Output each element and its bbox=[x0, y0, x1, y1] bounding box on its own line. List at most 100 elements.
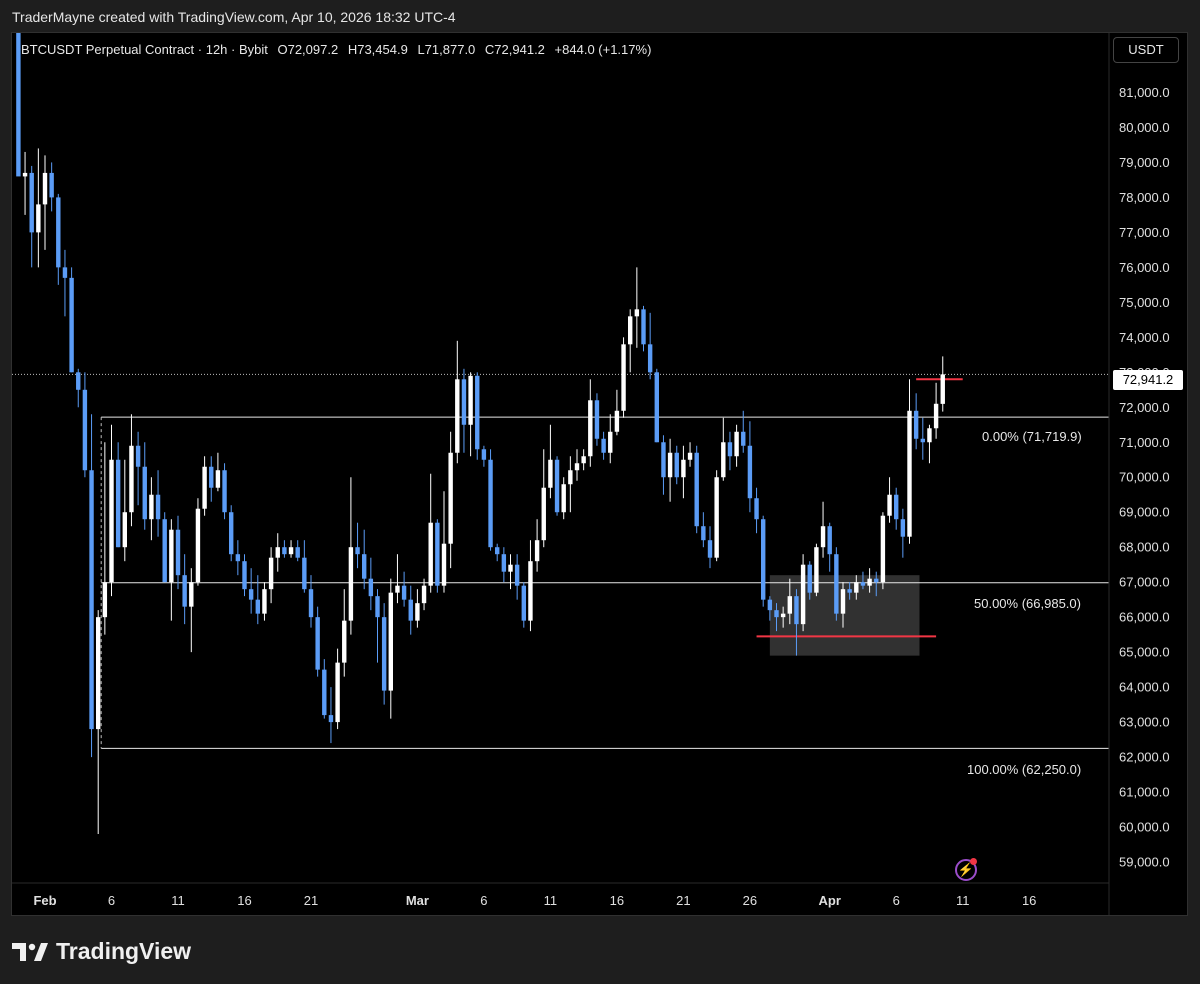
time-tick-label: 16 bbox=[237, 893, 251, 908]
candle-bear bbox=[488, 459, 493, 548]
price-tick-label: 66,000.0 bbox=[1119, 610, 1170, 625]
demand-zone bbox=[769, 575, 920, 656]
candle-bear bbox=[29, 172, 34, 233]
time-tick-label: 16 bbox=[610, 893, 624, 908]
candle-bear bbox=[514, 564, 520, 586]
price-tick-label: 76,000.0 bbox=[1119, 260, 1170, 275]
candle-bear bbox=[242, 561, 247, 590]
candle-bear bbox=[162, 519, 167, 583]
candle-bull bbox=[395, 585, 400, 593]
chart-frame[interactable]: 59,000.0 60,000.0 61,000.0 62,000.0 63,000.0… bbox=[11, 32, 1188, 916]
candle-bear bbox=[874, 578, 879, 583]
price-tick-label: 61,000.0 bbox=[1119, 785, 1170, 800]
candle-bull bbox=[428, 522, 433, 586]
currency-selector[interactable]: USDT bbox=[1113, 37, 1179, 63]
candle-bull bbox=[36, 204, 41, 233]
candle-bull bbox=[940, 374, 945, 404]
candle-bear bbox=[554, 459, 560, 513]
candle-bear bbox=[847, 589, 852, 593]
candle-bull bbox=[887, 494, 892, 516]
candle-bull bbox=[195, 508, 201, 583]
axis-layer: 59,000.0 60,000.0 61,000.0 62,000.0 63,000.0… bbox=[12, 33, 1170, 915]
candle-bear bbox=[16, 33, 21, 177]
candle-bull bbox=[96, 617, 101, 730]
candle-bull bbox=[342, 620, 347, 663]
candle-bull bbox=[614, 410, 620, 432]
candle-bear bbox=[255, 599, 260, 614]
candle-bull bbox=[441, 543, 447, 586]
price-tick-label: 77,000.0 bbox=[1119, 225, 1170, 240]
candle-bear bbox=[834, 554, 839, 614]
price-tick-label: 74,000.0 bbox=[1119, 330, 1170, 345]
candle-bull bbox=[681, 459, 686, 478]
candle-bull bbox=[508, 564, 513, 572]
candle-bull bbox=[202, 466, 207, 509]
candle-bear bbox=[282, 547, 287, 555]
candle-bear bbox=[754, 498, 759, 520]
candle-bear bbox=[295, 547, 300, 558]
lightning-icon[interactable]: ⚡ bbox=[955, 859, 977, 881]
price-tick-label: 78,000.0 bbox=[1119, 190, 1170, 205]
price-tick-label: 60,000.0 bbox=[1119, 820, 1170, 835]
candle-bear bbox=[707, 540, 713, 558]
candle-bear bbox=[435, 522, 440, 586]
candle-bull bbox=[854, 582, 859, 593]
price-chart[interactable]: 59,000.0 60,000.0 61,000.0 62,000.0 63,000.0… bbox=[12, 33, 1187, 915]
candle-bull bbox=[687, 452, 693, 460]
candle-bull bbox=[348, 547, 354, 621]
candle-bull bbox=[275, 547, 280, 558]
time-tick-label: Feb bbox=[33, 893, 56, 908]
price-tick-label: 70,000.0 bbox=[1119, 470, 1170, 485]
price-tick-label: 75,000.0 bbox=[1119, 295, 1170, 310]
time-tick-label: 26 bbox=[743, 893, 757, 908]
candle-bear bbox=[322, 669, 327, 716]
candle-bear bbox=[62, 267, 68, 278]
time-tick-label: 11 bbox=[544, 893, 558, 908]
close-value: C72,941.2 bbox=[484, 42, 545, 57]
annotation-layer bbox=[756, 378, 963, 656]
candle-bear bbox=[727, 442, 733, 457]
tradingview-logo: TradingView bbox=[12, 938, 191, 965]
fib-label-50: 50.00% (66,985.0) bbox=[974, 596, 1081, 611]
candle-bull bbox=[169, 529, 174, 583]
last-price-label: 72,941.2 bbox=[1113, 370, 1183, 390]
candle-bear bbox=[741, 431, 746, 446]
candle-bear bbox=[49, 172, 54, 198]
candles-layer bbox=[16, 33, 945, 835]
candle-bull bbox=[22, 172, 28, 177]
time-tick-label: 6 bbox=[108, 893, 115, 908]
price-tick-label: 79,000.0 bbox=[1119, 155, 1170, 170]
candle-bear bbox=[248, 589, 254, 600]
candle-bear bbox=[900, 519, 906, 537]
time-tick-label: 16 bbox=[1022, 893, 1036, 908]
candle-bull bbox=[574, 463, 580, 471]
candle-bull bbox=[588, 400, 593, 457]
candle-bull bbox=[468, 375, 473, 425]
candle-bear bbox=[362, 554, 367, 579]
candle-bull bbox=[415, 603, 420, 621]
candle-bear bbox=[315, 617, 320, 670]
candle-bull bbox=[787, 596, 792, 614]
header-bar: TraderMayne created with TradingView.com… bbox=[0, 0, 1200, 32]
candle-bear bbox=[913, 410, 919, 439]
candle-bull bbox=[268, 557, 274, 590]
candle-bear bbox=[375, 596, 380, 618]
notification-dot-icon bbox=[970, 858, 977, 865]
candle-bear bbox=[794, 596, 799, 625]
candle-bull bbox=[288, 547, 294, 555]
candle-bear bbox=[654, 372, 659, 443]
candle-bull bbox=[800, 564, 806, 625]
candle-bear bbox=[175, 529, 181, 576]
time-tick-label: 6 bbox=[480, 893, 487, 908]
price-tick-label: 59,000.0 bbox=[1119, 855, 1170, 870]
candle-bull bbox=[714, 477, 719, 558]
price-tick-label: 63,000.0 bbox=[1119, 715, 1170, 730]
price-tick-label: 65,000.0 bbox=[1119, 645, 1170, 660]
high-value: H73,454.9 bbox=[347, 42, 408, 57]
candle-bull bbox=[149, 494, 154, 520]
candle-bull bbox=[628, 316, 633, 345]
candle-bear bbox=[594, 400, 600, 439]
candle-bull bbox=[820, 526, 826, 548]
candle-bear bbox=[308, 589, 314, 618]
candle-bull bbox=[561, 484, 566, 513]
